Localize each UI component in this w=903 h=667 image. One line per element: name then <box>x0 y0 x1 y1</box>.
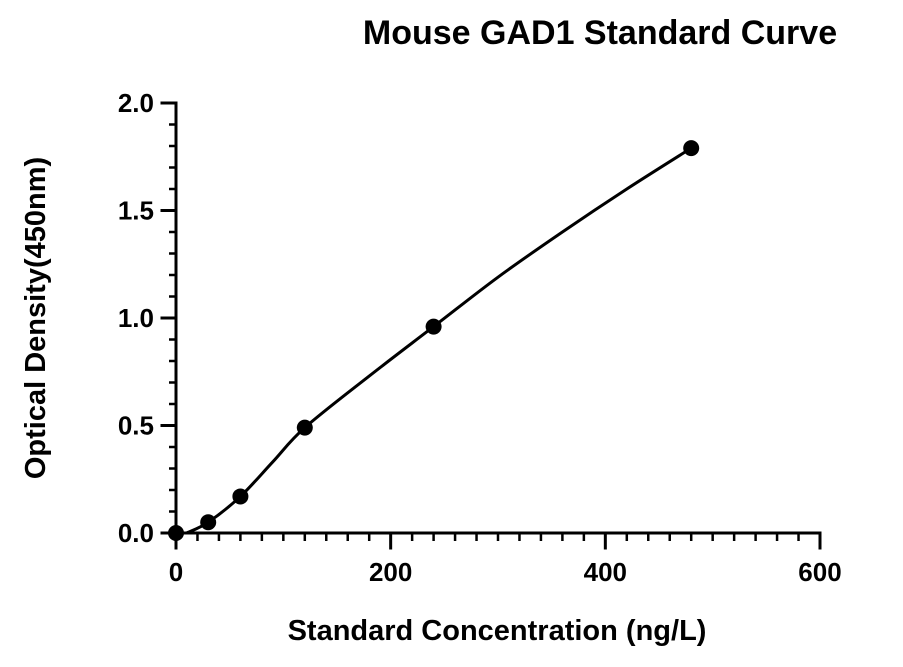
x-tick-label: 600 <box>798 557 841 587</box>
x-axis-label: Standard Concentration (ng/L) <box>288 615 707 647</box>
y-tick-label: 1.0 <box>118 303 154 333</box>
x-tick-label: 400 <box>584 557 627 587</box>
fit-curve-layer <box>186 146 693 535</box>
axes: 0.0 0.5 1.0 1.5 2.0 0 200 400 600 <box>118 88 842 587</box>
y-tick-label: 1.5 <box>118 196 154 226</box>
data-point <box>200 514 217 531</box>
data-point <box>232 488 249 505</box>
y-axis-label: Optical Density(450nm) <box>20 157 52 479</box>
y-tick-label: 0.0 <box>118 518 154 548</box>
data-point <box>425 318 442 335</box>
data-point <box>168 525 184 541</box>
chart-title: Mouse GAD1 Standard Curve <box>363 14 837 52</box>
y-tick-label: 0.5 <box>118 411 154 441</box>
data-point <box>296 419 313 436</box>
data-points-layer <box>168 140 700 541</box>
data-point <box>683 140 700 157</box>
fit-curve <box>186 146 693 535</box>
x-tick-label: 200 <box>369 557 412 587</box>
x-tick-label: 0 <box>169 557 183 587</box>
y-tick-label: 2.0 <box>118 88 154 118</box>
